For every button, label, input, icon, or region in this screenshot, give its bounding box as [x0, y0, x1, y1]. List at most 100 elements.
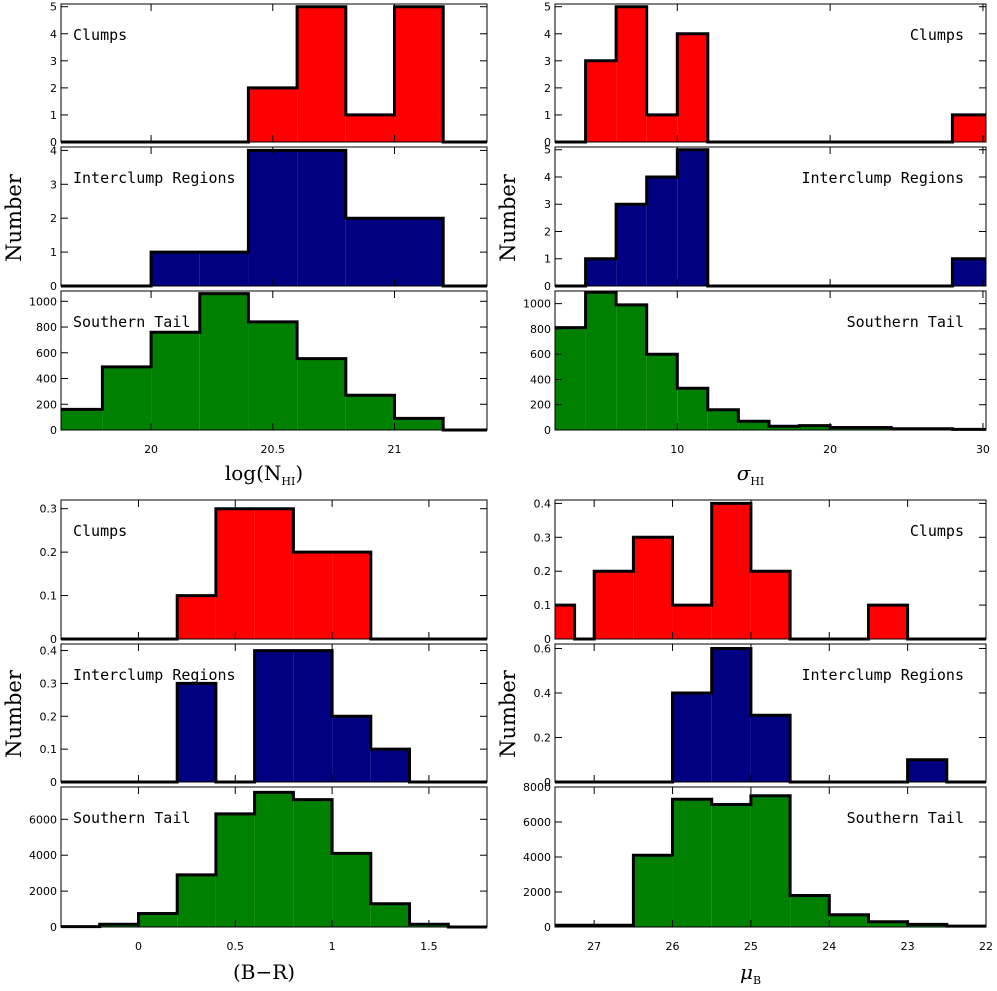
panel-br-0: 0 0.1 0.2 0.3 Clumps [40, 499, 488, 646]
y-axis-title: Number [496, 173, 520, 262]
chart-nhi: 0 1 2 3 4 5 Clumps 0 1 2 3 4 Interclump Regions 0 200 4… [2, 1, 488, 488]
y-tick-label: 0.6 [534, 642, 552, 655]
bar [332, 552, 371, 639]
bar [293, 799, 333, 927]
y-tick-label: 5 [544, 1, 551, 14]
bar [799, 425, 831, 430]
y-tick-label: 0.1 [40, 590, 58, 603]
histogram-outline [555, 501, 986, 641]
panel-frame [554, 146, 987, 287]
bar [254, 792, 294, 927]
bar [952, 258, 986, 286]
bar [672, 692, 712, 782]
bar [616, 204, 647, 286]
bar [293, 650, 333, 782]
bar [555, 327, 586, 430]
bar [293, 552, 333, 639]
panel-label: Interclump Regions [73, 666, 236, 684]
bar [646, 176, 678, 286]
bar [677, 33, 708, 142]
y-tick-label: 4 [50, 144, 57, 157]
y-tick-label: 2 [544, 225, 551, 238]
y-tick-label: 200 [530, 399, 551, 412]
bar [672, 799, 712, 927]
bar [199, 293, 249, 430]
y-tick-label: 3 [50, 55, 57, 68]
bar [616, 304, 647, 430]
y-tick-label: 0.2 [534, 565, 552, 578]
panel-label: Interclump Regions [801, 169, 964, 187]
panel-label: Clumps [910, 522, 964, 540]
bar [952, 114, 986, 142]
y-tick-label: 1 [50, 109, 57, 122]
panel-label: Clumps [73, 522, 127, 540]
y-tick-label: 2 [50, 212, 57, 225]
bar [907, 759, 947, 782]
bar [297, 6, 346, 142]
bar [829, 914, 869, 927]
x-axis-title: σHI [737, 461, 765, 488]
y-tick-label: 800 [530, 323, 551, 336]
y-tick-label: 3 [50, 178, 57, 191]
y-tick-label: 0 [544, 280, 551, 293]
bar [646, 114, 678, 142]
y-tick-label: 6000 [523, 816, 551, 829]
panel-mub-2: 0 2000 4000 6000 8000 Southern Tail [523, 781, 987, 934]
bar [177, 595, 216, 639]
panel-frame [60, 643, 488, 783]
bar [646, 354, 678, 430]
panel-frame [554, 3, 987, 143]
bar [750, 571, 791, 639]
panel-sigma-0: 0 1 2 3 4 5 Clumps [544, 1, 987, 149]
bar [248, 87, 298, 142]
bar [672, 605, 712, 639]
bar [738, 421, 769, 430]
y-tick-label: 1 [544, 253, 551, 266]
y-tick-label: 0 [50, 280, 57, 293]
y-tick-label: 0 [50, 424, 57, 437]
y-tick-label: 400 [530, 373, 551, 386]
bar [633, 537, 673, 639]
panel-label: Southern Tail [847, 809, 964, 827]
y-tick-label: 1000 [29, 295, 57, 308]
y-tick-label: 0.3 [534, 531, 552, 544]
bar [138, 913, 178, 927]
y-tick-label: 0 [544, 633, 551, 646]
bar [254, 650, 294, 782]
bar [594, 571, 634, 639]
x-tick-label: 20 [823, 443, 837, 456]
x-axis-title-main: σ [737, 461, 752, 485]
panel-label: Clumps [73, 26, 127, 44]
panel-label: Southern Tail [847, 313, 964, 331]
panel-label: Southern Tail [73, 809, 190, 827]
chart-mub: 0 0.1 0.2 0.3 0.4 Clumps 0 0.2 0.4 0.6 Interclump … [496, 497, 993, 987]
x-tick-label: 1.5 [420, 940, 438, 953]
x-axis-title-main: (B−R) [233, 960, 295, 984]
bar [215, 813, 255, 927]
histogram-outline [61, 292, 487, 432]
y-tick-label: 0.4 [40, 645, 58, 658]
bar [555, 605, 575, 639]
y-tick-label: 0.1 [534, 599, 552, 612]
bar [199, 252, 249, 286]
bar [332, 853, 371, 927]
y-tick-label: 600 [36, 347, 57, 360]
panel-br-2: 0 2000 4000 6000 Southern Tail [29, 786, 488, 934]
x-axis-title-main: log(N [225, 461, 282, 485]
bar [370, 749, 410, 782]
bar [768, 426, 800, 430]
y-tick-label: 4 [50, 28, 57, 41]
y-tick-label: 0.4 [534, 687, 552, 700]
bar [585, 60, 617, 142]
panel-br-1: 0 0.1 0.2 0.3 0.4 Interclump Regions [40, 643, 488, 789]
bar [254, 508, 294, 639]
x-tick-label: 22 [979, 940, 993, 953]
y-tick-label: 200 [36, 398, 57, 411]
x-tick-label: 26 [666, 940, 680, 953]
y-tick-label: 0.4 [534, 497, 552, 510]
y-tick-label: 0.2 [40, 546, 58, 559]
y-axis-title: Number [496, 669, 520, 758]
x-tick-label: 27 [587, 940, 601, 953]
panel-frame [554, 290, 987, 431]
